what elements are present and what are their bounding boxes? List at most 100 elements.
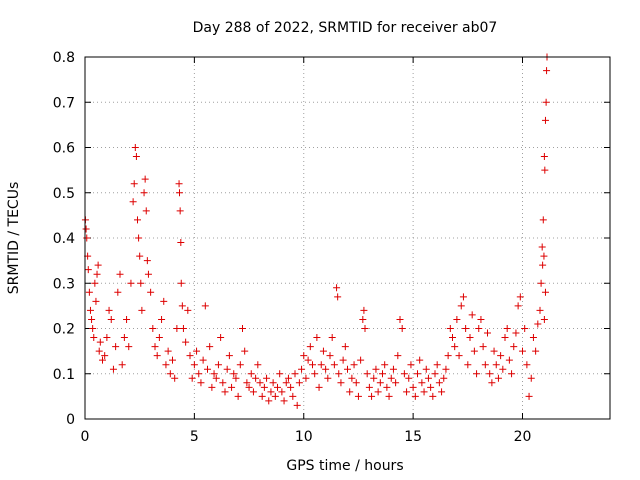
data-point [89, 325, 97, 332]
data-point [398, 325, 406, 332]
data-point [542, 98, 550, 106]
data-point [276, 370, 284, 378]
data-point [260, 383, 268, 391]
data-point [541, 166, 549, 174]
data-point [182, 338, 190, 346]
data-point [243, 379, 251, 387]
data-point [330, 361, 338, 369]
data-point [136, 252, 144, 260]
data-point [142, 207, 150, 215]
data-point [462, 325, 470, 332]
data-point [109, 365, 117, 373]
data-point [278, 388, 286, 396]
data-point [300, 352, 308, 360]
data-point [309, 361, 316, 369]
data-point [494, 374, 502, 382]
data-point [223, 365, 231, 373]
data-point [230, 370, 238, 378]
data-point [540, 315, 548, 323]
data-point [178, 302, 186, 310]
data-point [403, 388, 411, 396]
data-point [492, 361, 500, 369]
data-point [263, 374, 271, 382]
data-point [82, 225, 90, 233]
y-axis-label: SRMTID / TECUs [6, 182, 22, 295]
y-tick-label: 0 [66, 412, 75, 428]
x-tick-label: 5 [190, 429, 199, 445]
data-point [141, 175, 149, 183]
data-point [291, 370, 299, 378]
y-tick-label: 0.7 [53, 95, 75, 111]
data-point [539, 216, 547, 224]
data-point [225, 352, 233, 360]
data-point [129, 198, 137, 206]
data-point [295, 379, 303, 387]
data-point [466, 334, 474, 342]
data-point [442, 365, 450, 373]
data-point [282, 379, 290, 387]
data-point [86, 306, 94, 314]
data-point [438, 388, 446, 396]
data-point [176, 207, 184, 215]
data-point [344, 365, 351, 373]
data-point [195, 370, 203, 378]
data-point [199, 356, 207, 364]
data-point [236, 361, 244, 369]
data-point [158, 315, 166, 323]
data-point [457, 302, 465, 310]
data-point [241, 347, 249, 355]
data-point [99, 356, 106, 364]
data-point [116, 270, 124, 278]
data-point [269, 379, 277, 387]
data-point [424, 374, 432, 382]
data-point [184, 306, 192, 314]
data-point [484, 329, 491, 337]
data-point [503, 325, 511, 332]
data-point [341, 343, 349, 351]
data-point [134, 216, 141, 224]
data-point [186, 352, 194, 360]
data-point [512, 329, 520, 337]
x-axis-label: GPS time / hours [286, 458, 403, 474]
data-point [497, 352, 505, 360]
data-point [464, 361, 472, 369]
data-point [84, 266, 92, 274]
data-point [239, 325, 246, 332]
data-point [245, 383, 253, 391]
data-point [298, 365, 306, 373]
data-point [499, 365, 507, 373]
data-point [162, 361, 170, 369]
data-point [529, 334, 537, 342]
data-point [91, 279, 99, 287]
data-point [435, 379, 443, 387]
data-point [431, 370, 439, 378]
data-point [527, 374, 535, 382]
data-point [149, 325, 157, 332]
data-point [540, 153, 548, 161]
data-point [219, 379, 227, 387]
data-point [118, 361, 126, 369]
data-point [103, 334, 111, 342]
data-point [328, 334, 336, 342]
data-point [360, 306, 368, 314]
data-point [221, 388, 229, 396]
data-point [204, 365, 211, 373]
data-point [455, 352, 463, 360]
data-point [444, 352, 452, 360]
y-tick-label: 0.6 [53, 141, 75, 157]
data-point [175, 180, 183, 188]
data-point [315, 383, 323, 391]
data-point [446, 325, 454, 332]
data-point [389, 365, 397, 373]
data-point [125, 343, 133, 351]
data-point [289, 392, 297, 400]
data-point [313, 334, 321, 342]
data-point [394, 352, 402, 360]
data-point [532, 347, 540, 355]
data-point [376, 379, 384, 387]
data-point [440, 374, 448, 382]
data-point [190, 361, 198, 369]
y-tick-label: 0.3 [53, 276, 75, 292]
y-tick-label: 0.1 [53, 367, 75, 383]
data-point [105, 306, 113, 314]
